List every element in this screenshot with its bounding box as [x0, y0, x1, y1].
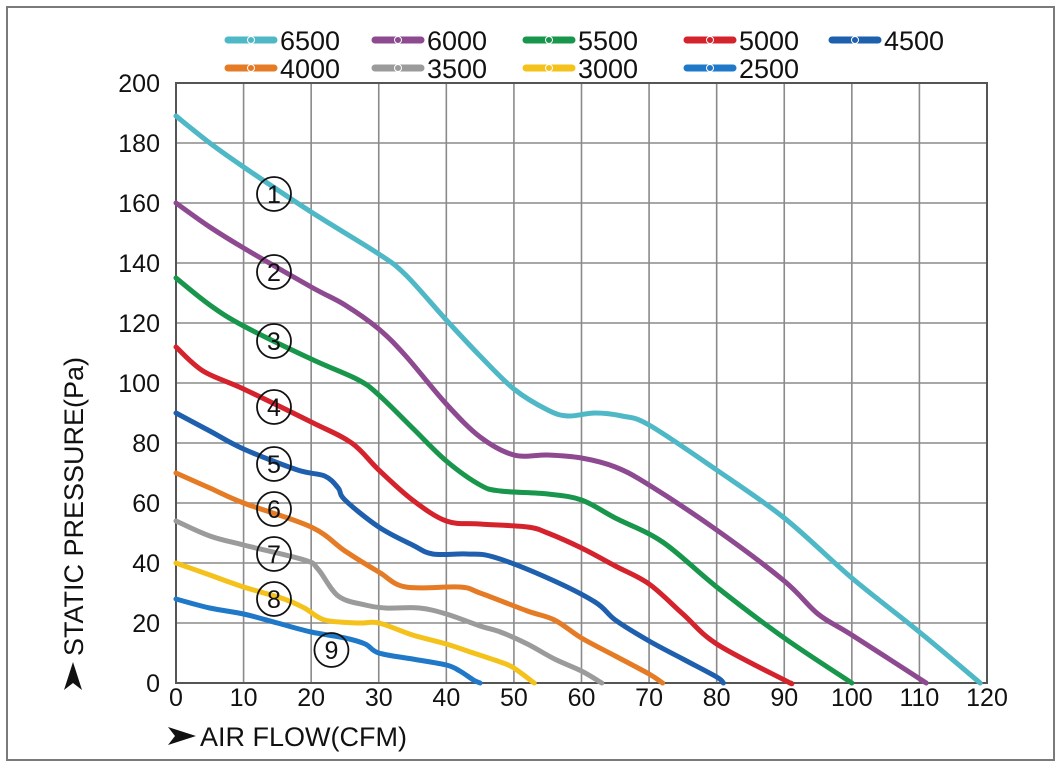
grid: [175, 82, 988, 684]
curve-marker-circle: [256, 389, 292, 425]
x-tick-label: 60: [568, 684, 596, 712]
curve-marker-number: 5: [267, 451, 281, 479]
series-line-5500: [173, 275, 855, 686]
x-tick-label: 0: [169, 684, 183, 712]
curves: [173, 113, 983, 687]
y-axis-arrow-icon: [64, 662, 82, 690]
y-tick-label: 80: [132, 430, 160, 458]
curve-marker-circle: [256, 491, 292, 527]
legend-label-5000: 5000: [739, 26, 799, 56]
x-tick-label: 120: [966, 684, 1008, 712]
x-tick-label: 90: [770, 684, 798, 712]
legend-label-5500: 5500: [578, 26, 638, 56]
legend-swatch-dot: [706, 36, 714, 44]
y-axis-title-group: STATIC PRESSURE(Pa): [59, 357, 89, 690]
y-tick-label: 160: [118, 190, 160, 218]
curve-marker-circle: [256, 446, 292, 482]
y-tick-label: 60: [132, 490, 160, 518]
y-tick-label: 200: [118, 70, 160, 98]
legend-swatch-dot: [545, 36, 553, 44]
curve-marker-circle: [256, 536, 292, 572]
y-tick-label: 40: [132, 550, 160, 578]
series-line-6500: [173, 113, 983, 686]
legend-label-3000: 3000: [578, 54, 638, 84]
curve-marker-number: 3: [267, 328, 281, 356]
legend-swatch-dot: [247, 36, 255, 44]
legend-label-3500: 3500: [427, 54, 487, 84]
legend-swatch-dot: [851, 36, 859, 44]
series-line-6000: [173, 200, 929, 686]
plot-border: [175, 82, 988, 684]
curve-marker-number: 6: [267, 496, 281, 524]
curve-marker-circle: [313, 632, 350, 668]
legend-label-6000: 6000: [427, 26, 487, 56]
legend: 6500 6000 5500 5000 4500 4000 3500 3000 2500: [224, 26, 944, 84]
y-tick-label: 100: [118, 370, 160, 398]
x-axis-arrow-icon: [168, 727, 196, 745]
x-tick-label: 70: [635, 684, 663, 712]
legend-swatch-dot: [247, 64, 255, 72]
legend-swatch-dot: [394, 64, 402, 72]
curve-marker-number: 8: [267, 586, 281, 614]
x-tick-label: 20: [297, 684, 325, 712]
legend-label-4000: 4000: [280, 54, 340, 84]
x-tick-label: 50: [500, 684, 528, 712]
y-axis-title: STATIC PRESSURE(Pa): [59, 357, 89, 656]
curve-marker-circle: [256, 581, 292, 617]
legend-label-6500: 6500: [280, 26, 340, 56]
curve-marker-number: 9: [324, 637, 338, 665]
legend-label-4500: 4500: [884, 26, 944, 56]
series-line-3500: [173, 518, 605, 686]
legend-swatch-dot: [545, 64, 553, 72]
series-line-5000: [173, 344, 795, 687]
curve-marker-circle: [256, 176, 292, 212]
legend-swatch-dot: [394, 36, 402, 44]
series-line-4500: [173, 410, 726, 686]
x-axis-title: AIR FLOW(CFM): [200, 722, 407, 752]
curve-marker-number: 2: [267, 259, 281, 287]
curve-marker-number: 4: [267, 394, 281, 422]
legend-swatch-dot: [706, 64, 714, 72]
legend-label-2500: 2500: [739, 54, 799, 84]
y-tick-label: 140: [118, 250, 160, 278]
series-line-4000: [173, 470, 666, 686]
y-tick-label: 20: [132, 610, 160, 638]
curve-marker-circle: [256, 254, 292, 290]
x-tick-label: 40: [432, 684, 460, 712]
x-axis-title-group: AIR FLOW(CFM): [168, 722, 407, 752]
y-tick-label: 180: [118, 130, 160, 158]
x-tick-label: 10: [230, 684, 258, 712]
x-tick-label: 110: [899, 684, 939, 712]
curve-marker-number: 1: [267, 181, 281, 209]
curve-marker-number: 7: [267, 541, 281, 569]
axis-ticks: 0 10 20 30 40 50 60 70 80 90 100 110 120020406080100…: [118, 70, 1008, 712]
curve-marker-circle: [256, 323, 292, 359]
series-line-3000: [173, 560, 537, 686]
curve-markers: 1 2 3 4 5 6 7 8 9: [256, 176, 350, 668]
y-tick-label: 120: [118, 310, 160, 338]
series-line-2500: [173, 596, 483, 686]
y-tick-label: 0: [146, 670, 160, 698]
x-tick-label: 30: [365, 684, 393, 712]
x-tick-label: 100: [831, 684, 873, 712]
x-tick-label: 80: [703, 684, 731, 712]
